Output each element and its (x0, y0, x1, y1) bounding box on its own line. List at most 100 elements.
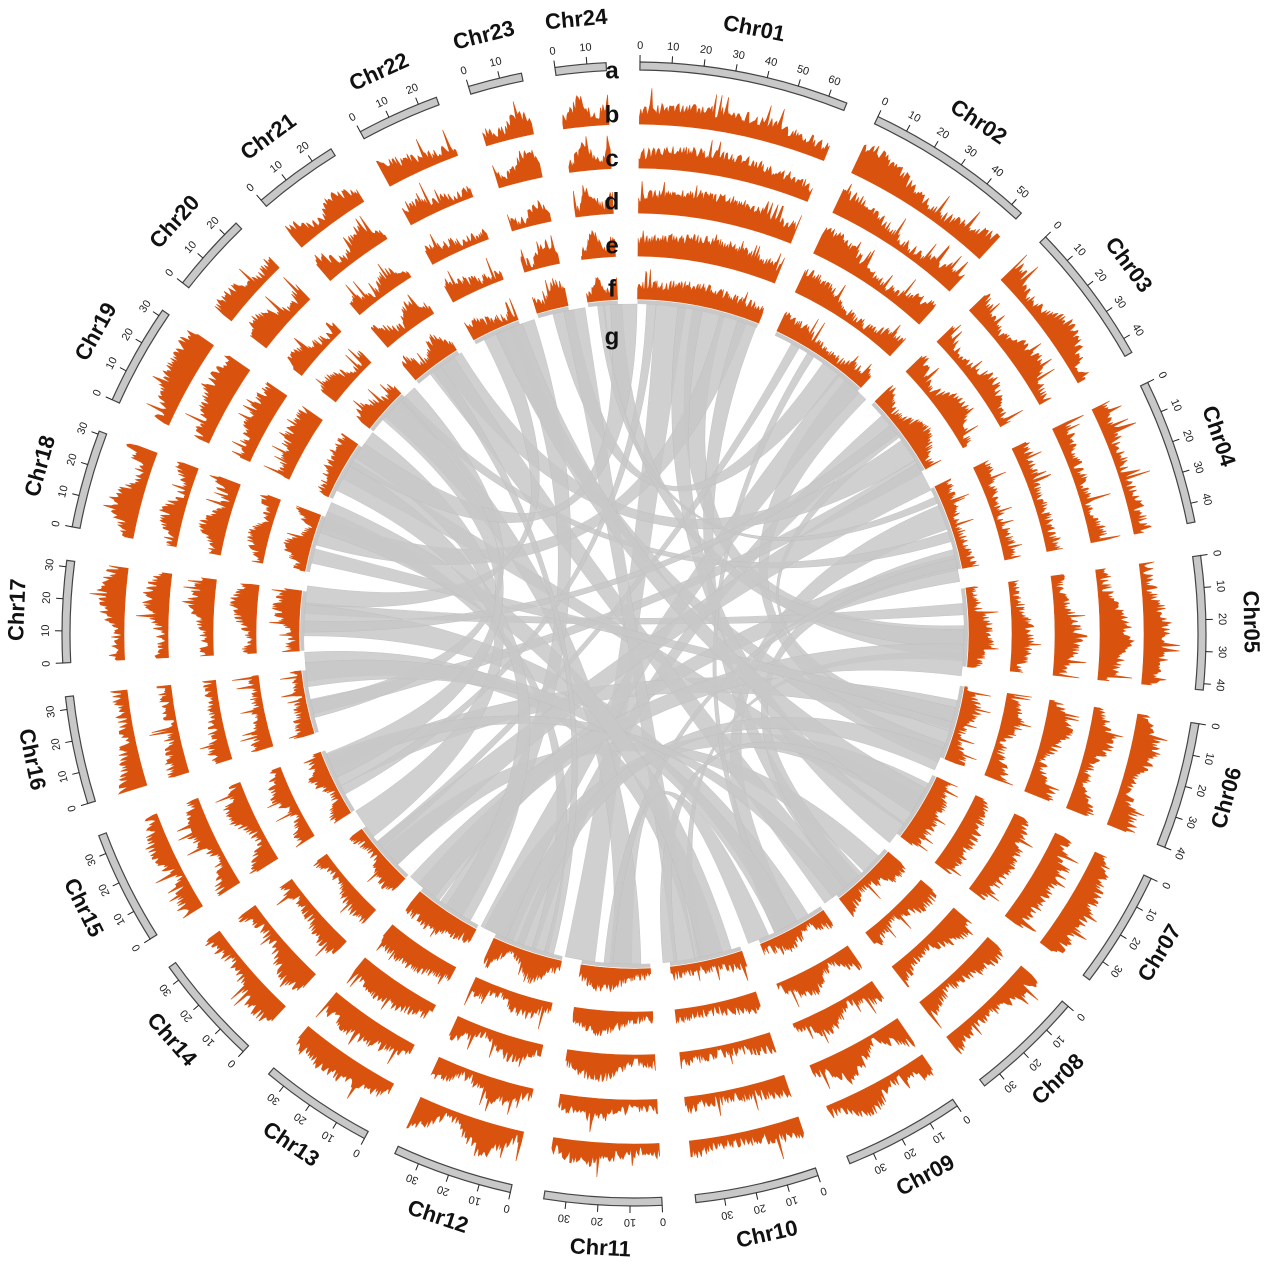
chromosome-label: Chr09 (892, 1149, 959, 1201)
track-histogram (1050, 574, 1088, 679)
ideogram-band (61, 559, 76, 664)
tick-label: 30 (872, 1160, 888, 1176)
chromosome-chr09: 0 10 20 30 Chr09 (846, 1098, 972, 1201)
tick-label: 0 (66, 804, 79, 813)
track-histogram (776, 945, 863, 1008)
tick-mark (1102, 961, 1109, 967)
tick-mark (65, 740, 73, 744)
track-histogram (176, 797, 241, 897)
chromosome-chr12: 0 10 20 30 Chr12 (394, 1145, 513, 1238)
track-histogram (679, 1032, 777, 1069)
track-histogram (315, 348, 372, 403)
tick-label: 30 (75, 421, 91, 437)
link-anchor-band (637, 300, 759, 328)
track-letter-a: a (605, 57, 619, 84)
tick-label: 20 (934, 125, 951, 142)
track-histogram (248, 277, 311, 349)
ideogram-band (64, 695, 97, 805)
track-histogram (314, 215, 388, 282)
tick-mark (152, 311, 160, 316)
tick-label: 60 (826, 73, 842, 88)
tick-label: 10 (930, 1129, 947, 1146)
tick-mark (91, 431, 99, 435)
ideogram-band (260, 148, 337, 208)
ideogram-band (359, 96, 440, 140)
synteny-link (671, 306, 905, 844)
tick-label: 20 (205, 215, 222, 232)
tick-label: 20 (404, 81, 420, 97)
track-histogram (483, 937, 562, 984)
track-histogram (934, 478, 980, 569)
track-histogram (284, 188, 365, 248)
chromosome-label: Chr22 (345, 47, 412, 96)
track-histogram (973, 460, 1023, 561)
tick-label: 10 (1143, 907, 1159, 923)
tick-mark (99, 853, 107, 857)
ideogram-band (554, 62, 608, 77)
track-letter-d: d (605, 188, 620, 215)
link-anchor-band (494, 933, 563, 961)
tick-mark (65, 525, 73, 528)
tick-mark (929, 1123, 935, 1130)
tick-label: 20 (178, 1007, 195, 1024)
track-histogram (580, 229, 616, 260)
track-letter-e: e (605, 232, 618, 259)
tick-mark (445, 1174, 449, 1182)
tick-label: 20 (96, 882, 112, 898)
tick-mark (872, 1153, 877, 1161)
track-histogram (406, 1096, 525, 1162)
track-histogram (1000, 254, 1090, 384)
track-histogram (572, 1006, 654, 1037)
synteny-link (319, 502, 732, 958)
tick-label: 30 (44, 705, 58, 719)
tick-label: 30 (962, 143, 979, 160)
tick-mark (256, 194, 262, 201)
track-histogram (149, 684, 190, 778)
synteny-link (712, 352, 814, 931)
tick-label: 20 (699, 44, 713, 57)
tick-label: 0 (1155, 370, 1168, 381)
synteny-link (433, 366, 578, 955)
track-histogram (776, 311, 872, 388)
tick-label: 0 (1210, 549, 1223, 557)
synteny-link (597, 305, 938, 541)
track-histogram (562, 94, 610, 130)
link-anchor-band (758, 906, 823, 944)
tick-label: 10 (467, 1193, 482, 1208)
tick-mark (307, 155, 313, 162)
track-histogram (688, 1116, 804, 1160)
chromosome-label: Chr17 (3, 578, 30, 641)
chromosome-chr02: 0 10 20 30 40 50 Chr02 (873, 94, 1031, 220)
track-histogram (110, 689, 148, 795)
tick-mark (1190, 501, 1198, 504)
tick-label: 10 (104, 355, 120, 371)
tick-mark (281, 174, 287, 181)
synteny-link (495, 323, 926, 814)
track-histogram (809, 1018, 916, 1090)
track-histogram (482, 101, 534, 147)
track-histogram (375, 129, 459, 187)
synteny-link (303, 425, 898, 633)
tick-mark (1160, 408, 1168, 413)
tick-label: 0 (549, 45, 557, 58)
track-histogram (1039, 851, 1110, 954)
link-anchor-band (420, 887, 479, 929)
tick-mark (828, 89, 832, 97)
tick-label: 30 (137, 298, 154, 315)
track-histogram (464, 976, 553, 1030)
track-histogram (1091, 400, 1152, 535)
track-histogram (1095, 568, 1135, 682)
tick-label: 0 (50, 520, 63, 528)
tick-mark (1120, 934, 1127, 940)
track-histogram (1052, 414, 1121, 544)
tick-label: 30 (1111, 294, 1128, 311)
tick-mark (1182, 469, 1190, 473)
tick-label: 30 (157, 981, 174, 998)
track-histogram (558, 1093, 658, 1133)
track-histogram (444, 257, 504, 303)
track-histogram (684, 1074, 792, 1116)
tick-label: 30 (404, 1171, 420, 1187)
track-histogram (944, 686, 991, 767)
tick-mark (72, 772, 80, 775)
